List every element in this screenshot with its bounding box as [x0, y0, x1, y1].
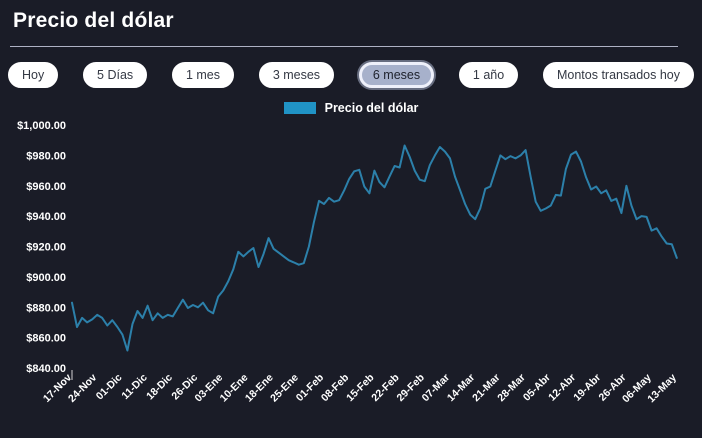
tab-5-dias[interactable]: 5 Días: [83, 61, 148, 89]
y-axis-tick-label: $960.00: [26, 181, 66, 193]
y-axis-tick-label: $860.00: [26, 333, 66, 345]
legend-swatch: [283, 102, 316, 114]
y-axis-tick-label: $940.00: [26, 211, 66, 223]
y-axis-tick-label: $920.00: [26, 242, 66, 254]
x-axis-tick-label: 13-May: [645, 372, 679, 406]
x-axis-tick-label: 01-Dic: [94, 372, 125, 403]
tab-1-mes[interactable]: 1 mes: [171, 61, 235, 89]
tab-6-meses[interactable]: 6 meses: [358, 61, 435, 89]
y-axis-tick-label: $840.00: [26, 363, 66, 375]
x-axis-tick-label: 25-Ene: [268, 372, 301, 405]
tab-3-meses[interactable]: 3 meses: [258, 61, 335, 89]
x-axis-tick-label: 18-Dic: [144, 372, 175, 403]
x-axis-tick-label: 24-Nov: [66, 372, 99, 405]
x-axis-tick-label: 19-Abr: [571, 372, 603, 404]
x-axis-tick-label: 11-Dic: [119, 372, 149, 402]
tab-1-ano[interactable]: 1 año: [458, 61, 519, 89]
legend-label: Precio del dólar: [324, 101, 419, 115]
tab-montos-transados-hoy[interactable]: Montos transados hoy: [542, 61, 694, 89]
y-axis-tick-label: $900.00: [26, 272, 66, 284]
chart-legend[interactable]: Precio del dólar: [0, 100, 702, 116]
tab-hoy[interactable]: Hoy: [8, 61, 59, 89]
price-line-series[interactable]: [71, 144, 678, 352]
x-axis-tick-label: 05-Abr: [521, 372, 553, 404]
y-axis-tick-label: $880.00: [26, 302, 66, 314]
x-axis-tick-label: 28-Mar: [495, 372, 527, 404]
y-axis-tick-label: $1,000.00: [17, 120, 66, 132]
page-title: Precio del dólar: [13, 9, 174, 32]
dollar-price-line-chart: $1,000.00 $980.00 $960.00 $940.00 $920.00 $90…: [17, 120, 679, 406]
title-divider: [10, 46, 678, 47]
x-axis-tick-label: 12-Abr: [546, 372, 578, 404]
y-axis-tick-label: $980.00: [26, 150, 66, 162]
period-toolbar: Hoy 5 Días 1 mes 3 meses 6 meses 1 año Montos …: [8, 60, 694, 90]
